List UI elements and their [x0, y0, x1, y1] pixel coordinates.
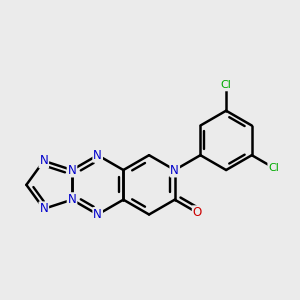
Text: Cl: Cl — [221, 80, 232, 91]
Text: Cl: Cl — [268, 163, 279, 173]
Text: O: O — [193, 206, 202, 219]
Text: N: N — [39, 154, 48, 167]
Text: N: N — [170, 164, 179, 176]
Text: N: N — [39, 202, 48, 215]
Text: N: N — [68, 193, 76, 206]
Text: N: N — [93, 208, 102, 221]
Text: N: N — [68, 164, 76, 176]
Text: N: N — [93, 149, 102, 162]
